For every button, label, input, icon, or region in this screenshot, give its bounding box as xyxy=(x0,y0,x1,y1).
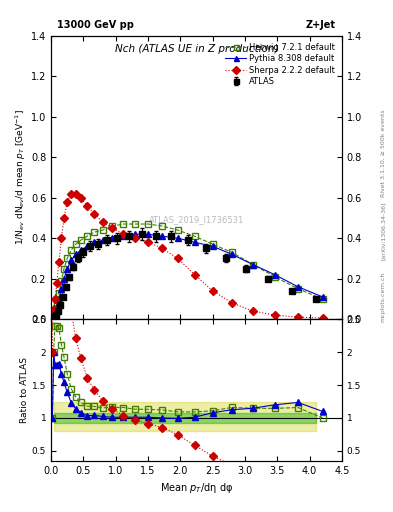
Pythia 8.308 default xyxy=(272,271,277,278)
Herwig 7.2.1 default xyxy=(55,300,59,306)
Sherpa 2.2.2 default xyxy=(50,312,55,318)
Sherpa 2.2.2 default xyxy=(272,312,277,318)
Herwig 7.2.1 default xyxy=(73,241,78,247)
Herwig 7.2.1 default xyxy=(69,247,73,253)
Sherpa 2.2.2 default xyxy=(133,235,138,241)
Sherpa 2.2.2 default xyxy=(110,225,115,231)
Line: Herwig 7.2.1 default: Herwig 7.2.1 default xyxy=(50,221,325,320)
Sherpa 2.2.2 default xyxy=(192,271,197,278)
Y-axis label: 1/N$_{ev}$ dN$_{ev}$/d mean $p_T$ [GeV$^{-1}$]: 1/N$_{ev}$ dN$_{ev}$/d mean $p_T$ [GeV$^… xyxy=(14,110,28,245)
Sherpa 2.2.2 default xyxy=(160,245,165,251)
Sherpa 2.2.2 default xyxy=(175,255,180,262)
Herwig 7.2.1 default xyxy=(250,262,255,268)
Herwig 7.2.1 default xyxy=(92,229,97,235)
Herwig 7.2.1 default xyxy=(133,221,138,227)
Sherpa 2.2.2 default xyxy=(73,190,78,197)
Text: Z+Jet: Z+Jet xyxy=(306,20,336,30)
Herwig 7.2.1 default xyxy=(57,290,61,296)
Herwig 7.2.1 default xyxy=(175,227,180,233)
Pythia 8.308 default xyxy=(69,258,73,264)
Pythia 8.308 default xyxy=(73,251,78,258)
Pythia 8.308 default xyxy=(53,310,57,316)
Text: Nch (ATLAS UE in Z production): Nch (ATLAS UE in Z production) xyxy=(115,45,278,54)
Line: Pythia 8.308 default: Pythia 8.308 default xyxy=(50,231,325,320)
Herwig 7.2.1 default xyxy=(210,241,215,247)
Sherpa 2.2.2 default xyxy=(57,260,61,266)
Pythia 8.308 default xyxy=(146,231,151,237)
Pythia 8.308 default xyxy=(101,237,105,243)
Sherpa 2.2.2 default xyxy=(296,314,300,320)
Pythia 8.308 default xyxy=(110,235,115,241)
X-axis label: Mean $p_T$/dη dφ: Mean $p_T$/dη dφ xyxy=(160,481,233,495)
Pythia 8.308 default xyxy=(192,239,197,245)
Legend: Herwig 7.2.1 default, Pythia 8.308 default, Sherpa 2.2.2 default, ATLAS: Herwig 7.2.1 default, Pythia 8.308 defau… xyxy=(223,40,338,89)
Herwig 7.2.1 default xyxy=(272,273,277,280)
Herwig 7.2.1 default xyxy=(101,227,105,233)
Sherpa 2.2.2 default xyxy=(121,231,126,237)
Herwig 7.2.1 default xyxy=(85,233,90,239)
Sherpa 2.2.2 default xyxy=(79,195,83,201)
Text: Rivet 3.1.10, ≥ 500k events: Rivet 3.1.10, ≥ 500k events xyxy=(381,110,386,198)
Herwig 7.2.1 default xyxy=(121,221,126,227)
Pythia 8.308 default xyxy=(50,314,55,320)
Line: Sherpa 2.2.2 default: Sherpa 2.2.2 default xyxy=(50,191,325,321)
Herwig 7.2.1 default xyxy=(320,296,325,302)
Sherpa 2.2.2 default xyxy=(85,203,90,209)
Herwig 7.2.1 default xyxy=(65,255,70,262)
Herwig 7.2.1 default xyxy=(146,221,151,227)
Pythia 8.308 default xyxy=(51,312,56,318)
Sherpa 2.2.2 default xyxy=(59,235,64,241)
Sherpa 2.2.2 default xyxy=(65,199,70,205)
Pythia 8.308 default xyxy=(320,294,325,300)
Text: ATLAS_2019_I1736531: ATLAS_2019_I1736531 xyxy=(149,216,244,224)
Pythia 8.308 default xyxy=(79,247,83,253)
Pythia 8.308 default xyxy=(210,243,215,249)
Pythia 8.308 default xyxy=(250,262,255,268)
Sherpa 2.2.2 default xyxy=(51,306,56,312)
Sherpa 2.2.2 default xyxy=(250,308,255,314)
Y-axis label: Ratio to ATLAS: Ratio to ATLAS xyxy=(20,357,29,423)
Pythia 8.308 default xyxy=(62,275,66,282)
Herwig 7.2.1 default xyxy=(230,249,234,255)
Herwig 7.2.1 default xyxy=(192,233,197,239)
Pythia 8.308 default xyxy=(65,266,70,272)
Pythia 8.308 default xyxy=(59,286,64,292)
Pythia 8.308 default xyxy=(133,231,138,237)
Text: 13000 GeV pp: 13000 GeV pp xyxy=(57,20,134,30)
Pythia 8.308 default xyxy=(175,235,180,241)
Herwig 7.2.1 default xyxy=(59,278,64,284)
Herwig 7.2.1 default xyxy=(79,237,83,243)
Pythia 8.308 default xyxy=(92,239,97,245)
Sherpa 2.2.2 default xyxy=(230,300,234,306)
Text: mcplots.cern.ch: mcplots.cern.ch xyxy=(381,272,386,322)
Pythia 8.308 default xyxy=(296,284,300,290)
Herwig 7.2.1 default xyxy=(51,312,56,318)
Herwig 7.2.1 default xyxy=(62,266,66,272)
Pythia 8.308 default xyxy=(85,243,90,249)
Herwig 7.2.1 default xyxy=(160,223,165,229)
Pythia 8.308 default xyxy=(121,233,126,239)
Sherpa 2.2.2 default xyxy=(210,288,215,294)
Pythia 8.308 default xyxy=(230,251,234,258)
Pythia 8.308 default xyxy=(57,296,61,302)
Sherpa 2.2.2 default xyxy=(62,215,66,221)
Sherpa 2.2.2 default xyxy=(101,219,105,225)
Sherpa 2.2.2 default xyxy=(55,280,59,286)
Herwig 7.2.1 default xyxy=(53,308,57,314)
Sherpa 2.2.2 default xyxy=(69,190,73,197)
Pythia 8.308 default xyxy=(160,233,165,239)
Sherpa 2.2.2 default xyxy=(92,211,97,217)
Herwig 7.2.1 default xyxy=(296,286,300,292)
Sherpa 2.2.2 default xyxy=(53,296,57,302)
Pythia 8.308 default xyxy=(55,304,59,310)
Herwig 7.2.1 default xyxy=(110,223,115,229)
Sherpa 2.2.2 default xyxy=(320,315,325,321)
Sherpa 2.2.2 default xyxy=(146,239,151,245)
Herwig 7.2.1 default xyxy=(50,314,55,320)
Text: [arXiv:1306.34-36]: [arXiv:1306.34-36] xyxy=(381,201,386,260)
